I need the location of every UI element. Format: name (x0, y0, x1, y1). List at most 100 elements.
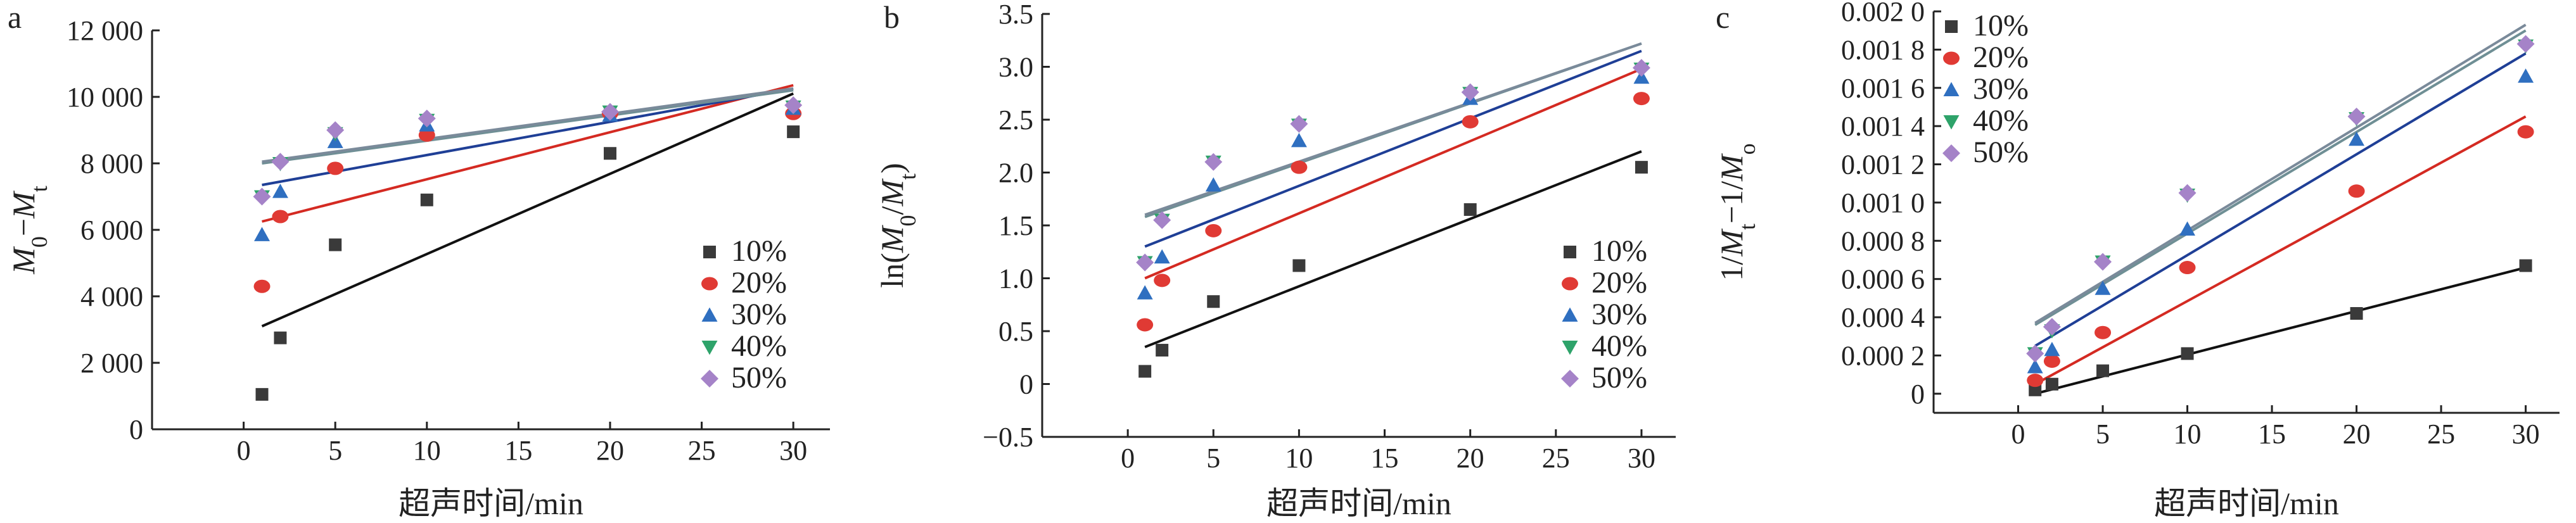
legend: 10%20%30%40%50% (1561, 234, 1647, 394)
data-point (1205, 177, 1221, 192)
legend-label: 50% (1973, 135, 2029, 169)
y-tick-label: 0.001 4 (1841, 111, 1925, 142)
series-20pct (1137, 92, 1650, 332)
data-point (1290, 115, 1308, 133)
y-tick-label: 0.001 2 (1841, 149, 1925, 180)
y-tick-label: 0 (129, 414, 143, 445)
y-axis-title-part: t (27, 186, 52, 192)
x-tick-label: 20 (2343, 419, 2371, 450)
data-point (2043, 354, 2060, 368)
legend-label: 30% (1973, 72, 2029, 106)
data-point (2179, 261, 2196, 275)
legend-marker (701, 370, 718, 388)
data-point (418, 128, 435, 142)
data-point (2517, 125, 2534, 139)
y-axis-title-part: 0 (895, 215, 921, 227)
data-point (253, 279, 271, 293)
data-point (329, 238, 342, 251)
legend-label: 20% (731, 266, 787, 299)
fit-line-20pct (2034, 115, 2527, 386)
y-tick-label: 4 000 (80, 281, 143, 312)
data-point (1632, 59, 1650, 77)
data-point (2096, 364, 2110, 377)
data-point (1463, 203, 1477, 216)
series-10pct (1138, 161, 1648, 378)
data-point (1137, 318, 1154, 332)
y-tick-label: 3.0 (998, 52, 1033, 83)
y-axis-title-part: 1/ (1714, 256, 1749, 281)
data-point (2026, 344, 2044, 363)
series-30pct (2027, 68, 2534, 374)
fit-line-10pct (261, 92, 794, 328)
x-tick-label: 10 (413, 435, 441, 466)
legend-marker (1562, 341, 1578, 355)
fit-line-50pct (2034, 23, 2527, 324)
y-axis-title-part: M (874, 179, 910, 207)
y-axis-title-part: / (874, 206, 910, 215)
legend-label: 10% (731, 234, 787, 268)
data-point (2347, 108, 2366, 126)
legend-label: 20% (1973, 41, 2029, 74)
y-tick-label: −0.5 (983, 422, 1033, 453)
data-point (2044, 341, 2060, 356)
series-20pct (2027, 125, 2534, 388)
data-point (2045, 377, 2058, 391)
x-tick-label: 5 (1206, 443, 1220, 474)
legend-marker (701, 341, 718, 355)
legend-marker (1943, 82, 1960, 96)
data-point (327, 161, 344, 175)
x-tick-label: 15 (2258, 419, 2286, 450)
x-tick-label: 20 (1457, 443, 1484, 474)
x-tick-label: 5 (2096, 419, 2110, 450)
data-point (2178, 184, 2197, 202)
data-point (2094, 253, 2112, 271)
y-tick-label: 2.0 (998, 158, 1033, 189)
fit-line-20pct (262, 84, 794, 223)
y-axis-title: 1/Mt−1/Mo (1714, 143, 1760, 280)
panel-letter: b (884, 0, 900, 35)
legend-label: 10% (1591, 234, 1647, 268)
x-tick-label: 20 (596, 435, 624, 466)
y-tick-label: 2.5 (998, 104, 1033, 135)
legend-marker (1943, 51, 1960, 65)
data-point (1154, 274, 1171, 287)
data-point (1156, 344, 1169, 357)
data-point (254, 227, 271, 241)
fit-line-20pct (1144, 67, 1642, 280)
data-point (603, 147, 616, 160)
fit-line-10pct (1144, 150, 1642, 348)
data-point (784, 96, 803, 115)
panel-letter: c (1716, 0, 1730, 35)
legend-label: 30% (1591, 298, 1647, 331)
y-tick-label: 1.5 (998, 210, 1033, 241)
legend-label: 50% (1591, 361, 1647, 394)
legend-label: 40% (1591, 329, 1647, 363)
data-point (272, 210, 289, 224)
data-point (1138, 365, 1152, 378)
legend-label: 40% (1973, 104, 2029, 137)
legend-marker (703, 246, 716, 258)
x-tick-label: 10 (2174, 419, 2202, 450)
y-axis-title-part: ) (874, 163, 910, 173)
chart-panel-c: c 0 5 10 15 20 25 30 0 0.000 2 0.000 4 0.000 6 0.000… (1714, 0, 2560, 521)
legend-marker (1562, 307, 1578, 322)
legend-marker (1945, 20, 1958, 33)
data-point (1633, 92, 1650, 106)
data-point (1136, 253, 1154, 272)
data-point (326, 121, 345, 139)
x-tick-label: 0 (2012, 419, 2025, 450)
data-point (420, 193, 433, 206)
y-tick-label: 8 000 (80, 148, 143, 179)
chart-panel-a: a 0 5 10 15 20 25 30 0 2 000 4 000 6 000 8 000 10 000… (6, 0, 830, 521)
y-axis-title-part: M (1714, 229, 1749, 257)
data-point (255, 388, 269, 401)
data-point (1292, 259, 1306, 272)
series-50pct (1136, 59, 1650, 272)
y-axis-title: M0−Mt (6, 186, 52, 275)
data-point (2179, 221, 2196, 236)
data-point (1204, 153, 1223, 171)
y-axis-title-part: o (1735, 143, 1760, 154)
data-point (2181, 347, 2194, 360)
fit-line-40pct (262, 89, 794, 165)
legend: 10%20%30%40%50% (1942, 9, 2029, 169)
